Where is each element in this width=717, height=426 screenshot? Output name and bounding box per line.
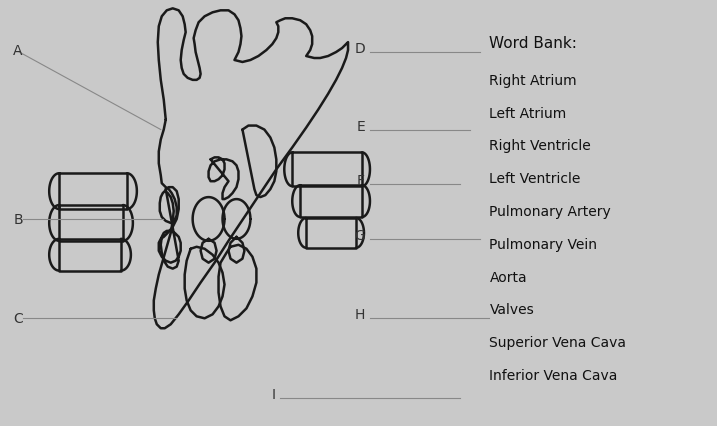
Text: H: H xyxy=(355,308,365,322)
Text: D: D xyxy=(354,42,365,56)
Text: E: E xyxy=(356,119,365,133)
Text: Aorta: Aorta xyxy=(490,270,527,284)
Text: Left Atrium: Left Atrium xyxy=(490,106,566,121)
Text: Valves: Valves xyxy=(490,303,534,317)
Text: F: F xyxy=(357,174,365,188)
Text: Word Bank:: Word Bank: xyxy=(490,36,577,51)
Text: Left Ventricle: Left Ventricle xyxy=(490,172,581,186)
Text: A: A xyxy=(14,44,23,58)
Text: Pulmonary Vein: Pulmonary Vein xyxy=(490,237,597,251)
Text: Right Atrium: Right Atrium xyxy=(490,74,577,88)
Text: B: B xyxy=(14,213,23,227)
Text: Inferior Vena Cava: Inferior Vena Cava xyxy=(490,368,618,382)
Text: I: I xyxy=(271,387,275,401)
Text: Superior Vena Cava: Superior Vena Cava xyxy=(490,335,627,349)
Text: Right Ventricle: Right Ventricle xyxy=(490,139,592,153)
Text: Pulmonary Artery: Pulmonary Artery xyxy=(490,204,611,219)
Text: G: G xyxy=(354,228,365,242)
Text: C: C xyxy=(14,311,23,325)
